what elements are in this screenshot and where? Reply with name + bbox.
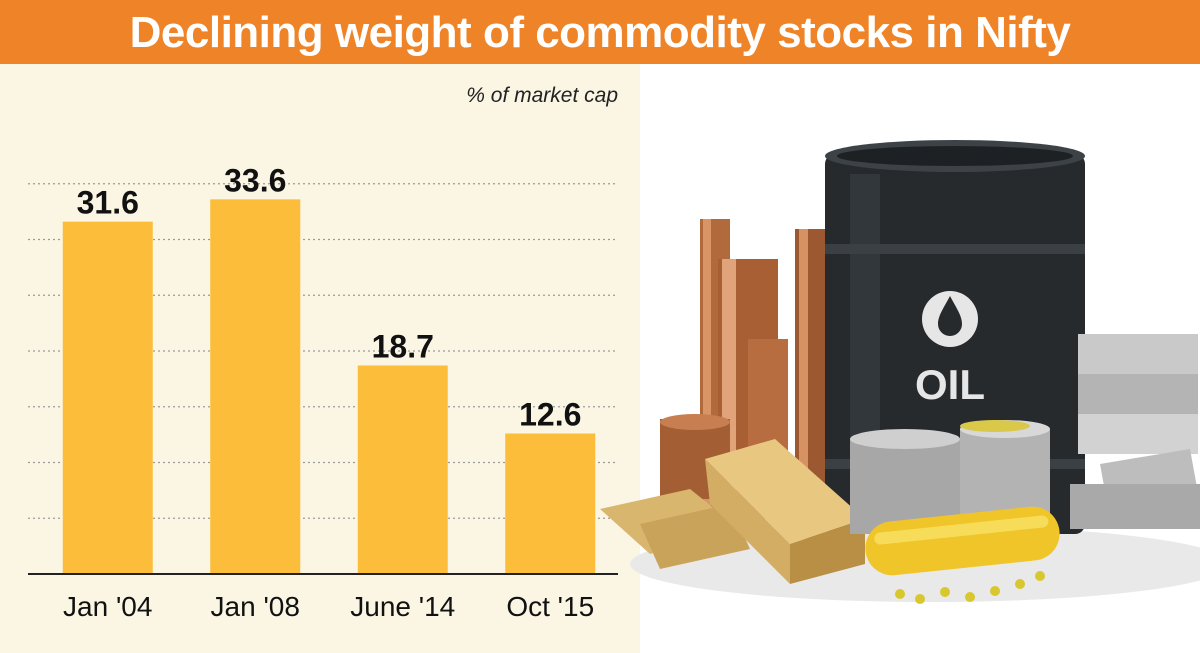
x-tick-label: June '14 xyxy=(350,591,455,622)
value-label: 33.6 xyxy=(224,162,286,198)
bar xyxy=(210,199,301,575)
x-tick-label: Jan '08 xyxy=(211,591,300,622)
commodities-illustration: OIL xyxy=(600,140,1200,604)
value-labels: 31.6 33.6 18.7 12.6 xyxy=(77,162,582,432)
value-label: 12.6 xyxy=(519,397,581,433)
unit-label: % of market cap xyxy=(466,84,618,107)
gold-bars-icon xyxy=(600,439,865,584)
bar xyxy=(505,433,596,574)
barrel-oil-label: OIL xyxy=(915,361,985,408)
value-label: 31.6 xyxy=(77,185,139,221)
bar xyxy=(357,365,448,574)
value-label: 18.7 xyxy=(372,328,434,364)
silver-bars-icon xyxy=(1070,334,1200,529)
bar-chart: 31.6 33.6 18.7 12.6 Jan '04 Jan '08 June '14 O… xyxy=(28,162,618,622)
x-tick-labels: Jan '04 Jan '08 June '14 Oct '15 xyxy=(63,591,594,622)
chart-title: Declining weight of commodity stocks in … xyxy=(129,8,1071,57)
bars xyxy=(62,199,596,575)
x-tick-label: Oct '15 xyxy=(506,591,594,622)
x-tick-label: Jan '04 xyxy=(63,591,152,622)
corn-icon xyxy=(865,506,1060,604)
title-banner xyxy=(0,0,1200,64)
bar xyxy=(62,221,153,574)
